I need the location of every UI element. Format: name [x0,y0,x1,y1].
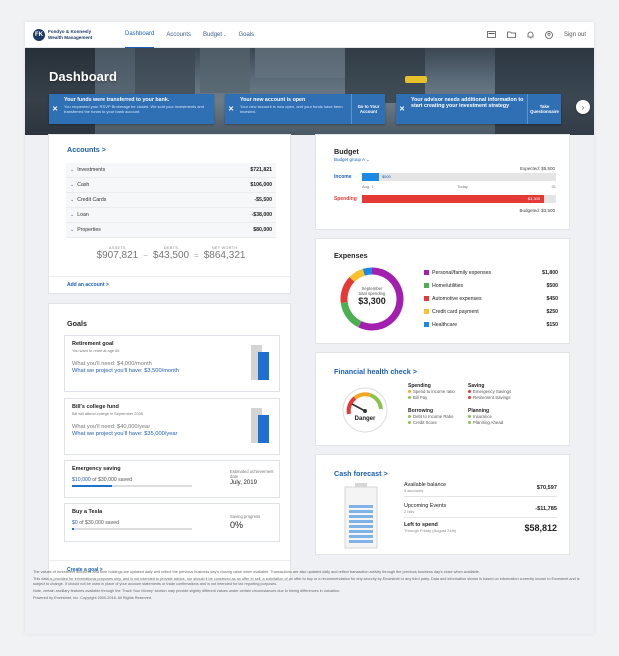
chevron-down-icon: ⌄ [70,197,75,203]
goal-retirement[interactable]: Retirement goal You want to retire at ag… [64,335,280,392]
goal-emergency[interactable]: Emergency saving $10,000 of $30,000 save… [64,460,280,498]
expenses-total: $3,300 [358,296,386,306]
battery-icon [344,483,378,549]
cash-forecast-list: Available balance 3 accounts $70,597 Upco… [404,479,557,536]
go-to-account-button[interactable]: Go to Your Account [351,94,385,124]
financial-health-title[interactable]: Financial health check > [334,367,417,376]
emergency-progress [72,485,192,487]
brand-name-line1: Fondyo & Konnesly [48,29,92,34]
expense-item[interactable]: Home/utilities $500 [424,279,558,292]
budget-card: Budget Budget group A ⌄ Expected: $5,500… [315,134,570,230]
expenses-donut [340,267,404,331]
expense-item[interactable]: Credit card payment $250 [424,305,558,318]
account-row-credit-cards[interactable]: ⌄ Credit Cards -$5,500 [66,193,276,208]
health-status: Danger [354,416,376,422]
alerts-carousel: ✕ Your funds were transferred to your ba… [49,94,561,124]
account-row-properties[interactable]: ⌄ Properties $80,000 [66,223,276,238]
chevron-down-icon: ⌄ [223,32,227,37]
close-icon[interactable]: ✕ [52,106,58,113]
brand-name-line2: Wealth Management [48,34,93,40]
health-planning[interactable]: Planning Insurance Planning Ahead [468,408,504,425]
close-icon[interactable]: ✕ [399,106,405,113]
goal-retirement-bars [251,345,269,380]
alert-advisor-info: ✕ Your advisor needs additional informat… [396,94,561,124]
tab-budget[interactable]: Budget ⌄ [203,31,227,38]
expense-item[interactable]: Personal/family expenses $1,800 [424,266,558,279]
accounts-title[interactable]: Accounts > [67,145,106,154]
donut-slice [340,277,355,303]
create-goal-link[interactable]: Create a goal > [67,567,103,573]
accounts-card: Accounts > ⌄ Investments $721,821 ⌄ Cash $10… [48,134,291,294]
accounts-list: ⌄ Investments $721,821 ⌄ Cash $106,000 ⌄ Cred… [66,163,276,261]
budget-group-select[interactable]: Budget group A ⌄ [334,157,370,162]
chevron-down-icon: ⌄ [70,212,75,218]
debts-total: $43,500 [152,250,190,261]
available-balance-row[interactable]: Available balance 3 accounts $70,597 [404,479,557,497]
chevron-down-icon: ⌄ [70,167,75,173]
spending-bar-track: $3,300 [362,195,556,203]
donut-slice [358,267,404,331]
goals-title: Goals [67,319,87,328]
health-saving[interactable]: Saving Emergency Savings Retirement Savi… [468,383,512,400]
tab-dashboard[interactable]: Dashboard [125,22,155,48]
goal-tesla[interactable]: Buy a Tesla $0 of $30,000 saved Saving p… [64,503,280,542]
budget-expected: Expected: $5,500 [519,166,555,171]
add-account-link[interactable]: Add an account > [67,282,109,288]
bell-icon[interactable] [527,31,534,39]
card-icon[interactable] [487,31,496,38]
alert-account-open: ✕ Your new account is open Your new accou… [225,94,385,124]
close-icon[interactable]: ✕ [228,106,234,113]
health-borrowing[interactable]: Borrowing Debt to Income Ratio Credit Sc… [408,408,454,425]
signout-link[interactable]: Sign out [563,31,586,38]
budget-axis: Aug. 1 Today 31 [362,184,556,189]
health-spending[interactable]: Spending Spend to income ratio Bill Pay [408,383,455,400]
donut-slice [340,301,362,328]
assets-total: $907,821 [96,250,139,261]
account-row-cash[interactable]: ⌄ Cash $106,000 [66,178,276,193]
expenses-card: Expenses September total spending $3,300… [315,238,570,344]
tesla-progress [72,528,192,530]
donut-slice [349,268,365,283]
take-questionnaire-button[interactable]: Take Questionnaire [527,94,561,124]
expenses-title: Expenses [334,251,368,260]
donut-slice [362,267,373,276]
chevron-right-icon[interactable]: › [576,100,590,114]
user-icon[interactable] [545,30,553,39]
dashboard-page: FK Fondyo & Konnesly Wealth Management D… [25,22,594,634]
accounts-totals: ASSETS $907,821 − DEBTS $43,500 = NET WORT… [96,246,246,261]
goals-card: Goals Retirement goal You want to retire… [48,303,291,581]
expense-item[interactable]: Automotive expenses $450 [424,292,558,305]
chevron-down-icon: ⌄ [70,227,75,233]
brand-mark-icon: FK [33,28,45,41]
footer-disclaimer: The values of investment accounts and th… [33,570,580,600]
nav-tabs: Dashboard Accounts Budget ⌄ Goals [125,22,254,48]
nav-utilities: Sign out [487,30,586,39]
goal-college[interactable]: Bill's college fund Bill will attend col… [64,398,280,455]
income-bar-track: $500 [362,173,556,181]
folder-icon[interactable] [507,31,516,38]
goal-college-bars [251,408,269,443]
health-gauge-icon [342,387,388,433]
left-to-spend-row[interactable]: Left to spend Through Friday (August 24th… [404,522,557,533]
networth-total: $864,321 [203,250,246,261]
top-nav: FK Fondyo & Konnesly Wealth Management D… [25,22,594,48]
financial-health-card: Financial health check > Danger Spending… [315,352,570,446]
account-row-investments[interactable]: ⌄ Investments $721,821 [66,163,276,178]
expenses-legend: Personal/family expenses $1,800 Home/util… [424,266,558,331]
expense-item[interactable]: Healthcare $150 [424,318,558,331]
account-row-loan[interactable]: ⌄ Loan -$38,000 [66,208,276,223]
tab-goals[interactable]: Goals [238,31,255,38]
budget-budgeted: Budgeted: $3,500 [519,208,555,213]
budget-title: Budget [334,147,359,156]
page-title: Dashboard [49,69,117,84]
cash-forecast-title[interactable]: Cash forecast > [334,469,388,478]
upcoming-events-row[interactable]: Upcoming Events 2 bills -$11,785 [404,497,557,518]
chevron-down-icon: ⌄ [70,182,75,188]
tab-accounts[interactable]: Accounts [166,31,192,38]
hero-banner: Dashboard ✕ Your funds were transferred … [25,48,594,135]
cash-forecast-card: Cash forecast > Available balance 3 accou… [315,454,570,555]
alert-funds-transferred: ✕ Your funds were transferred to your ba… [49,94,214,124]
brand-logo[interactable]: FK Fondyo & Konnesly Wealth Management [33,28,125,41]
